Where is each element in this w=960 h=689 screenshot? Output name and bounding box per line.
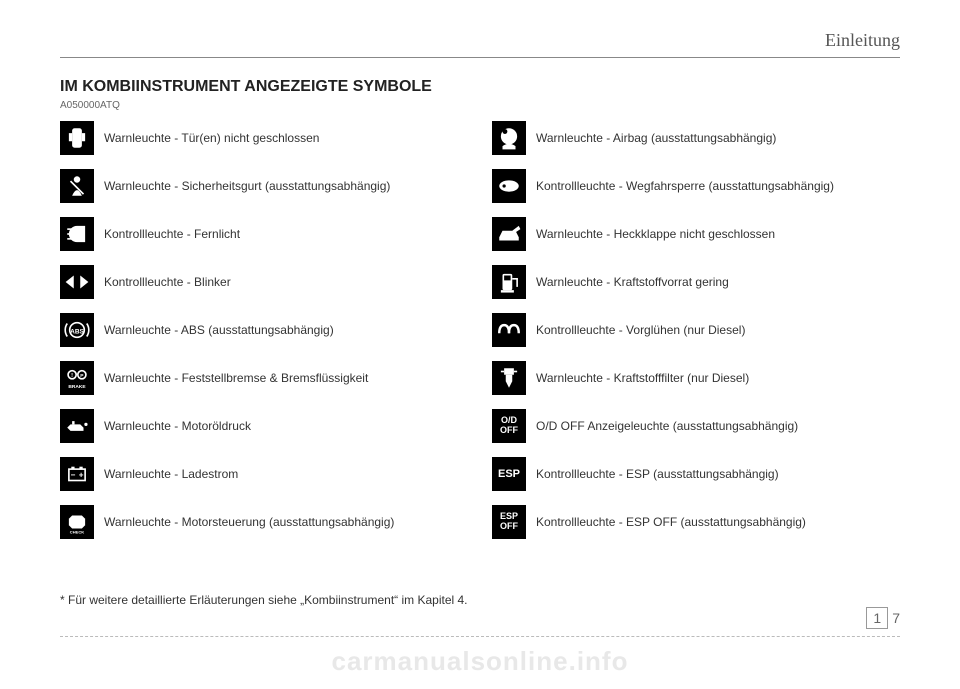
section-header: Einleitung (60, 30, 900, 58)
page-number: 1 7 (866, 607, 900, 629)
fuel-icon (492, 265, 526, 299)
glow-icon (492, 313, 526, 347)
abs-icon: ABS (60, 313, 94, 347)
battery-icon: −+ (60, 457, 94, 491)
left-column: Warnleuchte - Tür(en) nicht geschlossen W… (60, 121, 468, 553)
esp-icon: ESP (492, 457, 526, 491)
symbol-row: Kontrollleuchte - Wegfahrsperre (ausstat… (492, 169, 900, 203)
symbol-row: Warnleuchte - Motoröldruck (60, 409, 468, 443)
symbol-label: Kontrollleuchte - Wegfahrsperre (ausstat… (536, 179, 834, 193)
symbol-label: Kontrollleuchte - Blinker (104, 275, 231, 289)
symbol-row: ABS Warnleuchte - ABS (ausstattungsabhäng… (60, 313, 468, 347)
symbol-row: Kontrollleuchte - Fernlicht (60, 217, 468, 251)
tailgate-icon (492, 217, 526, 251)
airbag-icon (492, 121, 526, 155)
reference-code: A050000ATQ (60, 100, 900, 111)
chapter-number: 1 (866, 607, 888, 629)
highbeam-icon (60, 217, 94, 251)
watermark: carmanualsonline.info (0, 646, 960, 677)
symbol-row: Warnleuchte - Sicherheitsgurt (ausstattu… (60, 169, 468, 203)
symbol-label: Kontrollleuchte - Fernlicht (104, 227, 240, 241)
symbol-row: Warnleuchte - Kraftstofffilter (nur Dies… (492, 361, 900, 395)
footer-divider (60, 636, 900, 637)
blinker-icon (60, 265, 94, 299)
brake-icon: !PBRAKE (60, 361, 94, 395)
symbol-label: Warnleuchte - ABS (ausstattungsabhängig) (104, 323, 334, 337)
symbol-row: Kontrollleuchte - Blinker (60, 265, 468, 299)
footnote: * Für weitere detaillierte Erläuterungen… (60, 593, 900, 607)
door-icon (60, 121, 94, 155)
symbol-label: Kontrollleuchte - Vorglühen (nur Diesel) (536, 323, 745, 337)
right-column: Warnleuchte - Airbag (ausstattungsabhäng… (492, 121, 900, 553)
seatbelt-icon (60, 169, 94, 203)
oil-icon (60, 409, 94, 443)
symbol-row: !PBRAKE Warnleuchte - Feststellbremse & B… (60, 361, 468, 395)
symbol-row: Warnleuchte - Tür(en) nicht geschlossen (60, 121, 468, 155)
symbol-row: ESPOFF Kontrollleuchte - ESP OFF (ausstat… (492, 505, 900, 539)
svg-text:−: − (71, 470, 76, 479)
symbol-label: Warnleuchte - Kraftstoffvorrat gering (536, 275, 729, 289)
symbol-label: Warnleuchte - Kraftstofffilter (nur Dies… (536, 371, 749, 385)
symbol-row: O/DOFF O/D OFF Anzeigeleuchte (ausstattun… (492, 409, 900, 443)
symbol-label: Warnleuchte - Tür(en) nicht geschlossen (104, 131, 319, 145)
symbol-row: Kontrollleuchte - Vorglühen (nur Diesel) (492, 313, 900, 347)
page-title: IM KOMBIINSTRUMENT ANGEZEIGTE SYMBOLE (60, 78, 900, 96)
symbols-columns: Warnleuchte - Tür(en) nicht geschlossen W… (60, 121, 900, 553)
symbol-row: CHECK Warnleuchte - Motorsteuerung (ausst… (60, 505, 468, 539)
symbol-label: Warnleuchte - Sicherheitsgurt (ausstattu… (104, 179, 390, 193)
page-number-value: 7 (892, 610, 900, 626)
symbol-row: ESP Kontrollleuchte - ESP (ausstattungsab… (492, 457, 900, 491)
symbol-label: Warnleuchte - Motorsteuerung (ausstattun… (104, 515, 394, 529)
symbol-row: −+ Warnleuchte - Ladestrom (60, 457, 468, 491)
symbol-label: Kontrollleuchte - ESP OFF (ausstattungsa… (536, 515, 806, 529)
immobilizer-icon (492, 169, 526, 203)
symbol-label: Kontrollleuchte - ESP (ausstattungsabhän… (536, 467, 779, 481)
odoff-icon: O/DOFF (492, 409, 526, 443)
svg-text:+: + (79, 470, 84, 479)
checkengine-icon: CHECK (60, 505, 94, 539)
symbol-label: Warnleuchte - Motoröldruck (104, 419, 251, 433)
svg-text:BRAKE: BRAKE (68, 384, 86, 390)
fuelfilter-icon (492, 361, 526, 395)
svg-text:CHECK: CHECK (70, 529, 84, 534)
symbol-row: Warnleuchte - Airbag (ausstattungsabhäng… (492, 121, 900, 155)
svg-text:!: ! (71, 373, 73, 379)
symbol-label: Warnleuchte - Ladestrom (104, 467, 238, 481)
symbol-row: Warnleuchte - Kraftstoffvorrat gering (492, 265, 900, 299)
symbol-label: Warnleuchte - Feststellbremse & Bremsflü… (104, 371, 368, 385)
symbol-row: Warnleuchte - Heckklappe nicht geschloss… (492, 217, 900, 251)
symbol-label: Warnleuchte - Heckklappe nicht geschloss… (536, 227, 775, 241)
symbol-label: Warnleuchte - Airbag (ausstattungsabhäng… (536, 131, 776, 145)
espoff-icon: ESPOFF (492, 505, 526, 539)
svg-text:ABS: ABS (70, 328, 84, 335)
symbol-label: O/D OFF Anzeigeleuchte (ausstattungsabhä… (536, 419, 798, 433)
